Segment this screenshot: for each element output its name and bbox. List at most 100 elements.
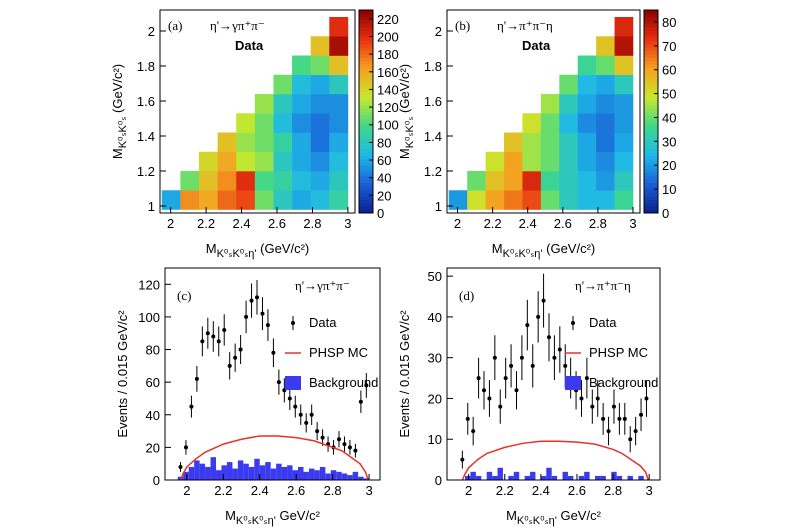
colorbar-step bbox=[644, 33, 658, 38]
colorbar-step bbox=[359, 87, 373, 92]
background-bar bbox=[319, 466, 326, 480]
heatmap-cell bbox=[559, 113, 579, 133]
y-axis-label: MK⁰ₛK⁰ₛ (GeV/c²) bbox=[110, 64, 129, 159]
colorbar-tick-label: 140 bbox=[377, 82, 399, 97]
heatmap-cell bbox=[596, 151, 615, 172]
data-point bbox=[244, 314, 249, 319]
data-point bbox=[309, 412, 314, 417]
colorbar-step bbox=[644, 20, 658, 24]
colorbar-step bbox=[644, 84, 658, 89]
y-tick-label: 1.6 bbox=[137, 94, 155, 109]
colorbar-step bbox=[359, 91, 373, 95]
heatmap-cell bbox=[292, 74, 311, 95]
heatmap-cell bbox=[236, 113, 256, 133]
y-tick-label: 0 bbox=[153, 473, 160, 488]
background-bar bbox=[347, 475, 353, 480]
data-point bbox=[255, 295, 260, 300]
colorbar-step bbox=[359, 94, 373, 99]
colorbar-step bbox=[644, 206, 658, 211]
y-label-unit: (GeV/c²) bbox=[397, 64, 412, 117]
heatmap-cell bbox=[614, 36, 634, 56]
colorbar-step bbox=[644, 37, 658, 41]
background-bar bbox=[303, 471, 309, 480]
colorbar-tick-label: 180 bbox=[377, 47, 399, 62]
heatmap-cell bbox=[614, 190, 634, 210]
data-point bbox=[233, 355, 238, 360]
heatmap-cell bbox=[310, 55, 330, 76]
x-tick-label: 2.8 bbox=[589, 216, 607, 231]
plot-frame bbox=[159, 9, 356, 214]
heatmap-cell bbox=[596, 190, 615, 210]
colorbar-step bbox=[644, 30, 658, 35]
colorbar-step bbox=[359, 40, 373, 45]
y-label-sub: K⁰ₛK⁰ₛ bbox=[404, 117, 416, 149]
heatmap-cell bbox=[614, 132, 634, 153]
heatmap-cell bbox=[485, 171, 505, 191]
heatmap-cell bbox=[273, 74, 293, 95]
legend-label: PHSP MC bbox=[309, 345, 368, 360]
colorbar-tick-label: 120 bbox=[377, 100, 399, 115]
colorbar-step bbox=[644, 40, 658, 45]
heatmap-cell bbox=[273, 190, 293, 210]
y-tick-label: 60 bbox=[146, 375, 160, 390]
background-bar bbox=[221, 465, 227, 480]
background-bar bbox=[270, 468, 277, 480]
heatmap-cell bbox=[329, 171, 349, 191]
colorbar-tick-label: 10 bbox=[662, 182, 676, 197]
data-point bbox=[584, 376, 589, 381]
heatmap-cell bbox=[577, 94, 597, 114]
legend-label: Data bbox=[589, 315, 617, 330]
heatmap-cell bbox=[217, 190, 237, 210]
x-tick-label: 2 bbox=[167, 216, 174, 231]
background-bar bbox=[188, 466, 195, 480]
colorbar-step bbox=[359, 135, 373, 139]
heatmap-cell bbox=[559, 132, 579, 153]
y-tick-label: 40 bbox=[428, 310, 442, 325]
y-tick-label: 1.4 bbox=[137, 129, 155, 144]
heatmap-cell bbox=[254, 171, 274, 191]
colorbar-frame bbox=[358, 9, 374, 214]
colorbar-step bbox=[644, 43, 658, 48]
x-tick-label: 2.8 bbox=[303, 216, 321, 231]
colorbar-step bbox=[644, 158, 658, 163]
colorbar-step bbox=[644, 141, 658, 146]
x-axis-label: MK⁰ₛK⁰ₛη' (GeV/c²) bbox=[206, 241, 310, 260]
colorbar-tick-label: 20 bbox=[662, 158, 676, 173]
heatmap-cell bbox=[522, 132, 542, 153]
y-tick-label: 30 bbox=[428, 351, 442, 366]
background-bar bbox=[308, 468, 315, 480]
colorbar-step bbox=[644, 10, 658, 14]
background-bar bbox=[578, 475, 585, 480]
colorbar-step bbox=[644, 13, 658, 18]
colorbar-step bbox=[644, 182, 658, 187]
data-point bbox=[342, 442, 347, 447]
heatmap-cell bbox=[540, 132, 560, 153]
colorbar-step bbox=[644, 145, 658, 150]
heatmap-cell bbox=[254, 94, 274, 114]
colorbar-step bbox=[644, 185, 658, 190]
colorbar-step bbox=[359, 128, 373, 133]
data-point bbox=[271, 350, 276, 355]
colorbar-step bbox=[359, 77, 373, 82]
colorbar-step bbox=[644, 152, 658, 156]
colorbar-step bbox=[644, 121, 658, 126]
heatmap-cell bbox=[217, 151, 237, 172]
colorbar-step bbox=[644, 209, 658, 214]
heatmap-cell bbox=[596, 74, 615, 95]
colorbar-step bbox=[359, 145, 373, 150]
colorbar-step bbox=[644, 74, 658, 79]
y-label-main: M bbox=[397, 148, 412, 159]
data-point bbox=[552, 355, 557, 360]
heatmap-cell bbox=[273, 171, 293, 191]
colorbar-tick-label: 40 bbox=[377, 171, 391, 186]
colorbar-step bbox=[359, 108, 373, 112]
x-tick-label: 2.2 bbox=[197, 216, 215, 231]
heatmap-cell bbox=[180, 190, 200, 210]
colorbar-step bbox=[359, 138, 373, 143]
colorbar-step bbox=[644, 91, 658, 95]
mc-line bbox=[461, 440, 649, 481]
colorbar-step bbox=[644, 67, 658, 72]
data-point bbox=[205, 331, 210, 336]
colorbar-step bbox=[644, 118, 658, 123]
